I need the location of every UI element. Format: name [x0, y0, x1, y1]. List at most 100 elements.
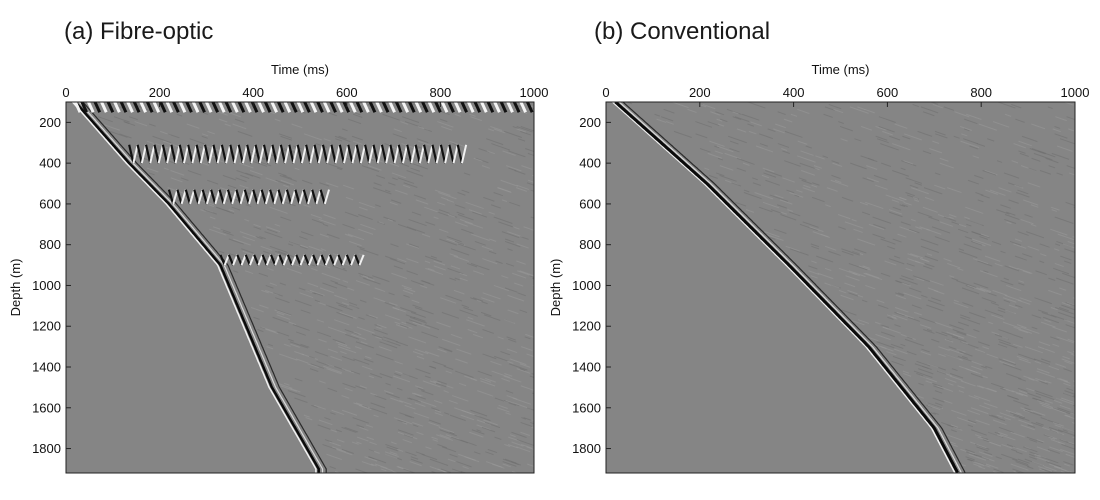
wavefield-texture: [1020, 218, 1034, 225]
wavefield-texture: [374, 324, 381, 328]
wavefield-texture: [450, 265, 461, 270]
wavefield-texture: [512, 125, 519, 129]
wavefield-texture: [201, 133, 209, 137]
wavefield-texture: [411, 392, 422, 397]
wavefield-texture: [1020, 424, 1035, 431]
wavefield-texture: [450, 248, 470, 256]
wavefield-texture: [393, 128, 402, 133]
wavefield-texture: [516, 184, 529, 190]
wavefield-texture: [353, 358, 370, 365]
wavefield-texture: [907, 316, 920, 322]
wavefield-texture: [1048, 426, 1063, 433]
panel-a-title: (a) Fibre-optic: [64, 18, 214, 45]
wavefield-texture: [852, 272, 861, 277]
wavefield-texture: [983, 402, 998, 409]
wavefield-texture: [810, 243, 820, 248]
y-tick-label: 1000: [32, 278, 61, 293]
wavefield-texture: [390, 243, 399, 248]
reflection-wavelet: [244, 254, 251, 266]
wavefield-texture: [841, 309, 857, 316]
wavefield-texture: [520, 385, 534, 391]
wavefield-texture: [330, 355, 343, 361]
wavefield-texture: [780, 214, 797, 221]
x-axis-label: Time (ms): [271, 62, 329, 77]
wavefield-texture: [1081, 356, 1087, 358]
wavefield-texture: [332, 446, 346, 453]
wavefield-texture: [1061, 358, 1075, 365]
wavefield-texture: [951, 277, 959, 281]
wavefield-texture: [524, 336, 531, 340]
wavefield-texture: [949, 441, 956, 445]
wavefield-texture: [269, 111, 276, 115]
wavefield-texture: [1048, 289, 1062, 296]
wavefield-texture: [794, 194, 800, 198]
panel-b-title: (b) Conventional: [594, 18, 771, 45]
wavefield-texture: [891, 360, 904, 366]
wavefield-texture: [1034, 360, 1042, 364]
wavefield-texture: [963, 128, 970, 132]
reflection-wavelet: [312, 254, 319, 266]
wavefield-texture: [215, 206, 235, 214]
wavefield-texture: [931, 338, 940, 343]
wavefield-texture: [852, 250, 860, 255]
near-surface-noise: [349, 102, 357, 113]
wavefield-texture: [274, 309, 292, 317]
near-surface-noise: [80, 102, 88, 113]
wavefield-texture: [300, 309, 311, 314]
wavefield-texture: [1008, 265, 1019, 270]
y-tick-label: 200: [39, 115, 61, 130]
wavefield-texture: [838, 121, 844, 124]
wavefield-texture: [146, 167, 159, 173]
wavefield-texture: [1071, 421, 1075, 424]
near-surface-noise: [526, 102, 534, 113]
wavefield-texture: [985, 189, 998, 195]
wavefield-texture: [957, 228, 969, 234]
wavefield-texture: [434, 189, 451, 196]
wavefield-texture: [391, 177, 398, 181]
wavefield-texture: [401, 284, 412, 290]
near-surface-noise: [87, 102, 95, 113]
wavefield-texture: [1028, 167, 1037, 172]
wavefield-texture: [866, 336, 879, 342]
wavefield-texture: [992, 121, 1010, 128]
wavefield-texture: [396, 387, 403, 391]
wavefield-texture: [894, 123, 908, 129]
reflection-wavelet: [264, 189, 272, 205]
wavefield-texture: [1036, 439, 1045, 443]
wavefield-texture: [931, 382, 943, 388]
wavefield-texture: [493, 216, 513, 224]
wavefield-texture: [1015, 461, 1030, 467]
wavefield-texture: [507, 443, 518, 449]
wavefield-texture: [936, 385, 954, 392]
wavefield-texture: [782, 150, 790, 154]
wavefield-texture: [965, 206, 984, 214]
wavefield-texture: [880, 238, 896, 245]
wavefield-texture: [338, 346, 357, 354]
wavefield-texture: [526, 407, 534, 411]
wavefield-texture: [926, 228, 942, 235]
wavefield-texture: [896, 311, 915, 319]
reflection-wavelet: [368, 144, 375, 164]
wavefield-texture: [796, 155, 816, 163]
wavefield-texture: [278, 133, 292, 139]
wavefield-texture: [660, 116, 674, 122]
wavefield-texture: [338, 304, 353, 311]
wavefield-texture: [109, 130, 128, 138]
wavefield-texture: [408, 243, 420, 248]
wavefield-texture: [787, 209, 793, 213]
wavefield-texture: [978, 466, 986, 470]
wavefield-texture: [998, 187, 1012, 193]
wavefield-texture: [993, 470, 1000, 473]
reflection-wavelet: [167, 189, 175, 205]
wavefield-texture: [438, 426, 455, 434]
wavefield-texture: [924, 255, 939, 262]
wavefield-texture: [770, 209, 782, 214]
wavefield-texture: [1031, 421, 1043, 427]
wavefield-texture: [413, 392, 423, 397]
near-surface-noise: [303, 102, 311, 113]
wavefield-texture: [113, 116, 130, 123]
wavefield-texture: [505, 412, 511, 415]
wavefield-texture: [902, 135, 911, 140]
wavefield-texture: [777, 143, 790, 148]
